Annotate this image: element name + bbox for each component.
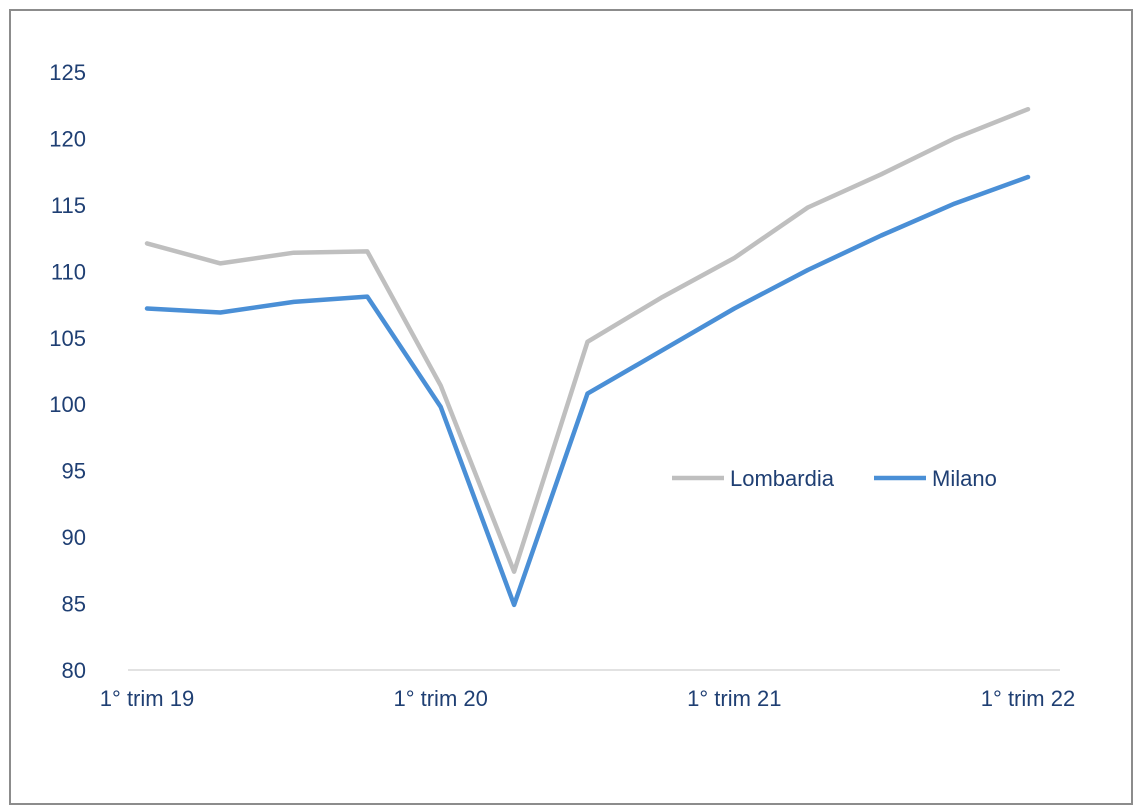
y-tick-label: 85: [62, 592, 86, 617]
y-tick-label: 105: [49, 326, 86, 351]
series-lines: [144, 106, 1031, 608]
y-tick-label: 120: [49, 126, 86, 151]
legend: Lombardia Milano: [672, 466, 997, 491]
chart-frame: 80 85 90 95 100 105 110 115 120 125 1° trim 19 1° …: [9, 9, 1133, 805]
y-tick-label: 100: [49, 392, 86, 417]
legend-label-milano: Milano: [932, 466, 997, 491]
x-axis-labels: 1° trim 19 1° trim 20 1° trim 21 1° trim 22: [100, 686, 1075, 711]
y-tick-label: 115: [51, 193, 86, 218]
y-tick-label: 125: [49, 60, 86, 85]
y-tick-label: 90: [62, 525, 86, 550]
legend-label-lombardia: Lombardia: [730, 466, 835, 491]
y-axis-labels: 80 85 90 95 100 105 110 115 120 125: [49, 60, 86, 683]
series-line-lombardia: [144, 106, 1031, 574]
x-tick-label: 1° trim 21: [687, 686, 781, 711]
x-tick-label: 1° trim 20: [393, 686, 487, 711]
y-tick-label: 95: [62, 459, 86, 484]
y-tick-label: 110: [51, 259, 86, 284]
y-tick-label: 80: [62, 658, 86, 683]
series-line-milano: [144, 174, 1031, 608]
x-tick-label: 1° trim 19: [100, 686, 194, 711]
x-tick-label: 1° trim 22: [981, 686, 1075, 711]
